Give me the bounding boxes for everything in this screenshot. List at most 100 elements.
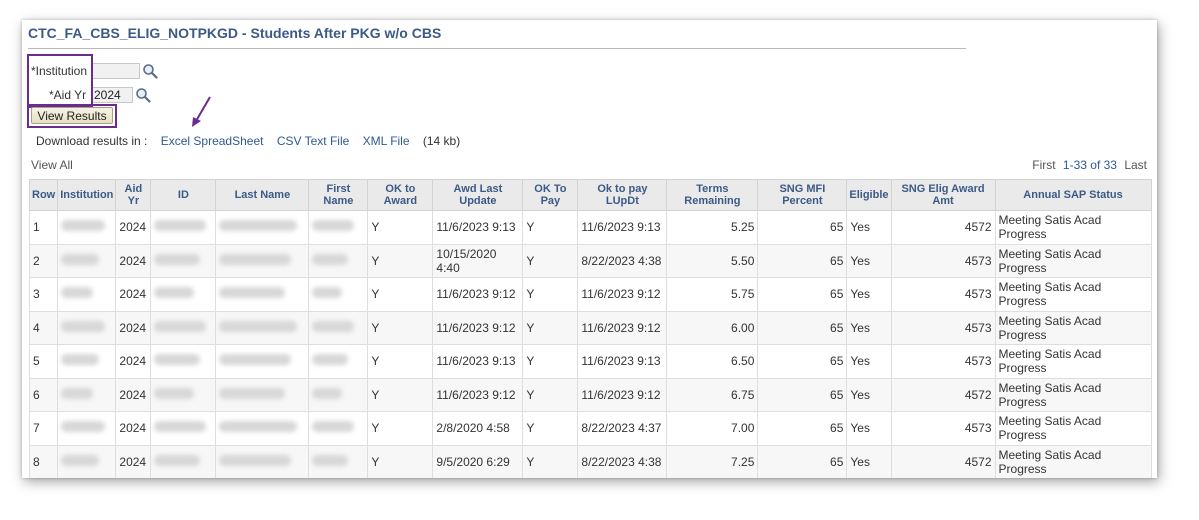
cell-ok-to-award: Y xyxy=(367,310,434,345)
cell-aid-yr: 2024 xyxy=(115,344,152,379)
cell-sng-mfi-percent: 65 xyxy=(757,210,848,245)
cell-annual-sap-status: Meeting Satis Acad Progress xyxy=(994,243,1152,278)
cell-last-name xyxy=(215,210,310,245)
redacted-value xyxy=(312,320,355,332)
grid-pager: First 1-33 of 33 Last xyxy=(1032,158,1147,172)
cell-row: 4 xyxy=(28,310,59,345)
table-header-row: Row Institution Aid Yr ID Last Name Firs… xyxy=(28,179,1152,211)
institution-input[interactable] xyxy=(91,63,140,79)
column-header-eligible[interactable]: Eligible xyxy=(846,179,892,211)
institution-lookup-icon[interactable] xyxy=(142,63,158,79)
cell-last-name xyxy=(215,411,310,446)
pager-first-link[interactable]: First xyxy=(1032,158,1056,172)
cell-row: 7 xyxy=(28,411,59,446)
cell-eligible: Yes xyxy=(846,277,892,312)
column-header-sng-elig-award-amt[interactable]: SNG Elig Award Amt xyxy=(890,179,996,211)
cell-ok-to-pay-lupdt: 11/6/2023 9:12 xyxy=(577,310,668,345)
view-all-link[interactable]: View All xyxy=(31,158,73,172)
cell-institution xyxy=(57,411,117,446)
aid-yr-label: *Aid Yr xyxy=(49,88,87,102)
redacted-value xyxy=(219,454,292,466)
table-row: 2 2024 Y 10/15/2020 4:40 Y 8/22/2023 4:38 5.50… xyxy=(28,243,1152,278)
redacted-value xyxy=(61,454,100,466)
column-header-id[interactable]: ID xyxy=(150,179,217,211)
column-header-ok-to-pay[interactable]: OK To Pay xyxy=(522,179,579,211)
cell-first-name xyxy=(308,277,369,312)
cell-institution xyxy=(57,444,117,478)
download-row: Download results in : Excel SpreadSheet … xyxy=(36,134,460,148)
cell-annual-sap-status: Meeting Satis Acad Progress xyxy=(994,377,1152,412)
results-table: Row Institution Aid Yr ID Last Name Firs… xyxy=(28,179,1152,478)
redacted-value xyxy=(312,387,343,399)
redacted-value xyxy=(61,220,106,232)
column-header-first-name[interactable]: First Name xyxy=(308,179,369,211)
cell-id xyxy=(150,444,217,478)
cell-aid-yr: 2024 xyxy=(115,243,152,278)
column-header-institution[interactable]: Institution xyxy=(57,179,117,211)
column-header-awd-last-update[interactable]: Awd Last Update xyxy=(432,179,524,211)
cell-sng-mfi-percent: 65 xyxy=(757,243,848,278)
redacted-value xyxy=(219,287,286,299)
aid-yr-input[interactable] xyxy=(91,87,133,103)
aid-yr-lookup-icon[interactable] xyxy=(135,87,151,103)
xml-download-link[interactable]: XML File xyxy=(362,134,410,148)
table-row: 1 2024 Y 11/6/2023 9:13 Y 11/6/2023 9:13 5.25 6… xyxy=(28,210,1152,245)
column-header-row[interactable]: Row xyxy=(28,179,59,211)
cell-row: 2 xyxy=(28,243,59,278)
cell-eligible: Yes xyxy=(846,344,892,379)
view-results-highlight-box xyxy=(27,104,117,128)
cell-aid-yr: 2024 xyxy=(115,310,152,345)
column-header-ok-to-award[interactable]: OK to Award xyxy=(367,179,434,211)
cell-terms-remaining: 6.50 xyxy=(666,344,759,379)
cell-terms-remaining: 6.00 xyxy=(666,310,759,345)
cell-sng-elig-award-amt: 4573 xyxy=(890,344,996,379)
cell-terms-remaining: 7.00 xyxy=(666,411,759,446)
cell-first-name xyxy=(308,344,369,379)
download-label: Download results in : xyxy=(36,134,148,148)
redacted-value xyxy=(219,421,298,433)
cell-sng-mfi-percent: 65 xyxy=(757,411,848,446)
cell-sng-elig-award-amt: 4573 xyxy=(890,277,996,312)
redacted-value xyxy=(219,387,286,399)
institution-highlight-box xyxy=(27,54,93,108)
column-header-sng-mfi-percent[interactable]: SNG MFI Percent xyxy=(757,179,848,211)
redacted-value xyxy=(154,387,195,399)
cell-ok-to-pay: Y xyxy=(522,277,579,312)
cell-first-name xyxy=(308,444,369,478)
table-row: 3 2024 Y 11/6/2023 9:12 Y 11/6/2023 9:12 5.75 6… xyxy=(28,277,1152,312)
title-divider xyxy=(28,48,966,49)
column-header-last-name[interactable]: Last Name xyxy=(215,179,310,211)
csv-download-link[interactable]: CSV Text File xyxy=(276,134,350,148)
redacted-value xyxy=(312,421,355,433)
cell-eligible: Yes xyxy=(846,444,892,478)
redacted-value xyxy=(312,354,349,366)
cell-annual-sap-status: Meeting Satis Acad Progress xyxy=(994,344,1152,379)
cell-ok-to-award: Y xyxy=(367,411,434,446)
cell-ok-to-pay: Y xyxy=(522,444,579,478)
cell-awd-last-update: 11/6/2023 9:13 xyxy=(432,210,524,245)
redacted-value xyxy=(154,454,201,466)
cell-id xyxy=(150,243,217,278)
column-header-ok-to-pay-lupdt[interactable]: Ok to pay LUpDt xyxy=(577,179,668,211)
view-results-button[interactable]: View Results xyxy=(31,107,113,124)
cell-aid-yr: 2024 xyxy=(115,411,152,446)
table-row: 8 2024 Y 9/5/2020 6:29 Y 8/22/2023 4:38 7.25 65… xyxy=(28,444,1152,478)
cell-ok-to-pay-lupdt: 11/6/2023 9:12 xyxy=(577,377,668,412)
cell-annual-sap-status: Meeting Satis Acad Progress xyxy=(994,310,1152,345)
column-header-annual-sap-status[interactable]: Annual SAP Status xyxy=(994,179,1152,211)
cell-sng-elig-award-amt: 4572 xyxy=(890,444,996,478)
cell-sng-elig-award-amt: 4572 xyxy=(890,210,996,245)
cell-aid-yr: 2024 xyxy=(115,277,152,312)
arrow-icon xyxy=(192,96,211,127)
cell-ok-to-pay: Y xyxy=(522,210,579,245)
cell-annual-sap-status: Meeting Satis Acad Progress xyxy=(994,411,1152,446)
page-title: CTC_FA_CBS_ELIG_NOTPKGD - Students After… xyxy=(28,25,442,41)
redacted-value xyxy=(61,287,94,299)
column-header-aid-yr[interactable]: Aid Yr xyxy=(115,179,152,211)
cell-awd-last-update: 9/5/2020 6:29 xyxy=(432,444,524,478)
pager-last-link[interactable]: Last xyxy=(1124,158,1147,172)
excel-download-link[interactable]: Excel SpreadSheet xyxy=(160,134,264,148)
cell-ok-to-pay-lupdt: 8/22/2023 4:38 xyxy=(577,444,668,478)
cell-ok-to-pay-lupdt: 8/22/2023 4:37 xyxy=(577,411,668,446)
column-header-terms-remaining[interactable]: Terms Remaining xyxy=(666,179,759,211)
